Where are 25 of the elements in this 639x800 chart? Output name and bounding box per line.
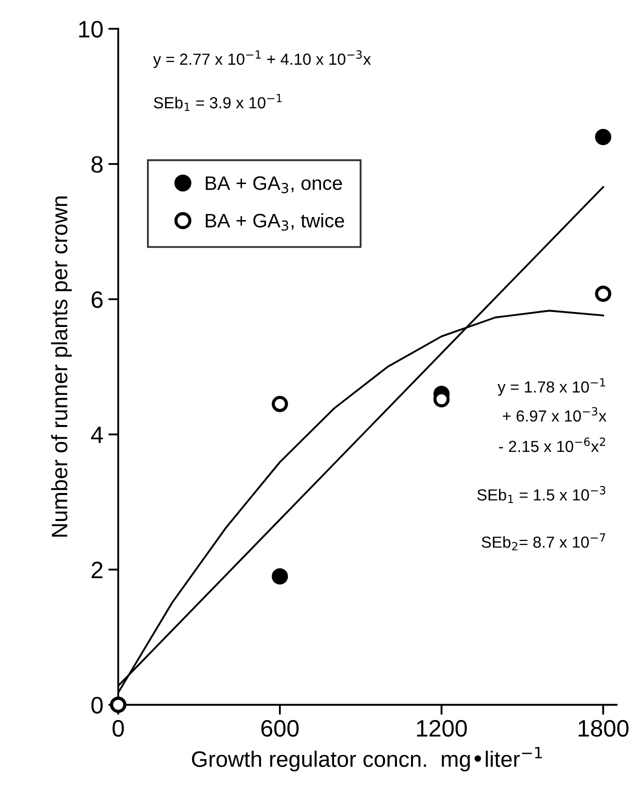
x-tick-label: 1800 <box>578 720 629 737</box>
y-tick-label: 8 <box>92 156 103 173</box>
legend-label: BA + GA$_{3}$, once <box>206 176 342 194</box>
y-tick-label: 4 <box>91 426 103 443</box>
point <box>595 128 612 146</box>
point <box>272 568 288 584</box>
y-tick-label: 10 <box>79 20 103 38</box>
annotation: SEb$_{1}$ = 1.5 x 10$^{−3}$ <box>477 486 606 504</box>
point <box>595 286 612 302</box>
annotation: SEb$_{1}$ = 3.9 x 10$^{−1}$ <box>154 94 282 111</box>
point <box>272 396 288 412</box>
y-tick-label: 2 <box>92 562 102 578</box>
annotation: SEb$_{2}$= 8.7 x 10$^{−7}$ <box>482 533 606 550</box>
annotation: - 2.15 x 10$^{−6}$x$^{2}$ <box>499 438 606 452</box>
x-tick-label: 0 <box>112 720 124 737</box>
y-tick-label: 0 <box>91 696 103 714</box>
x-axis-title: Growth regulator concn. mg•liter$^{−1}$ <box>192 746 542 772</box>
x-tick-label: 600 <box>261 720 299 737</box>
annotation: y = 1.78 x 10$^{−1}$ <box>498 378 606 396</box>
legend-label: BA + GA$_{3}$, twice <box>206 213 344 231</box>
annotation: + 6.97 x 10$^{−3}$x <box>502 407 606 422</box>
annotation: y = 2.77 x 10$^{−1}$ + 4.10 x 10$^{−3}$x <box>153 50 371 68</box>
y-tick-label: 6 <box>92 291 103 308</box>
y-axis-title: Number of runner plants per crown <box>51 196 72 537</box>
x-tick-label: 1200 <box>417 720 467 737</box>
